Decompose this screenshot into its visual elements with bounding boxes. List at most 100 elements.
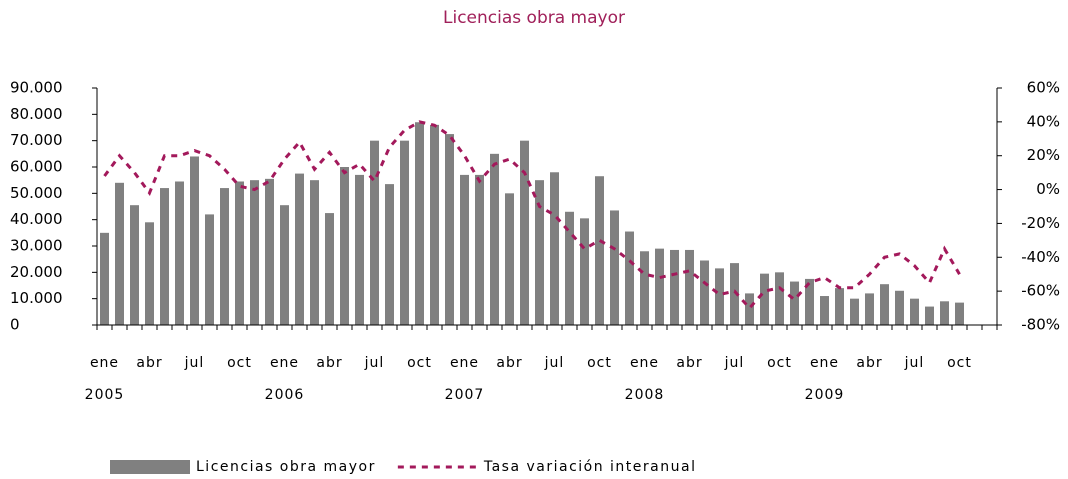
bar [910, 298, 919, 325]
y-tick-label: 40.000 [10, 210, 63, 228]
x-tick-label: oct [227, 355, 252, 371]
bar [940, 301, 949, 325]
bar [580, 218, 589, 325]
bar [775, 272, 784, 325]
y2-tick-label: -80% [1021, 316, 1060, 334]
bar [610, 210, 619, 325]
bar [130, 205, 139, 325]
bar [415, 122, 424, 325]
bar [430, 124, 439, 325]
x-tick-label: abr [856, 355, 882, 371]
x-tick-label: jul [364, 355, 385, 371]
bar [535, 180, 544, 325]
x-tick-label: abr [136, 355, 162, 371]
bar [385, 184, 394, 325]
bar [565, 211, 574, 325]
y-tick-label: 30.000 [10, 237, 63, 255]
bar [880, 284, 889, 325]
bar [205, 214, 214, 325]
bar [250, 180, 259, 325]
bar [820, 296, 829, 325]
y-tick-label: 80.000 [10, 105, 63, 123]
bar [475, 174, 484, 325]
x-tick-label: ene [810, 355, 839, 371]
bar [100, 232, 109, 325]
bar [400, 140, 409, 325]
y2-tick-label: -60% [1021, 282, 1060, 300]
bar [715, 268, 724, 325]
bar [595, 176, 604, 325]
line [103, 120, 961, 311]
bar [895, 290, 904, 325]
x-tick-label: oct [947, 355, 972, 371]
x-tick-label: jul [724, 355, 745, 371]
bar [805, 278, 814, 325]
bar [550, 172, 559, 325]
bar [160, 188, 169, 325]
bar [865, 293, 874, 325]
bar [835, 288, 844, 325]
bar [520, 140, 529, 325]
bar [340, 167, 349, 325]
y2-tick-label: 0% [1036, 180, 1060, 198]
x-group-label: 2006 [265, 387, 305, 403]
y-tick-label: 20.000 [10, 263, 63, 281]
x-tick-label: ene [450, 355, 479, 371]
x-tick-label: jul [544, 355, 565, 371]
bar [265, 178, 274, 325]
y-tick-label: 70.000 [10, 131, 63, 149]
y-tick-label: 90.000 [10, 79, 63, 97]
x-tick-label: ene [90, 355, 119, 371]
y2-tick-label: 40% [1027, 112, 1060, 130]
bar [490, 153, 499, 325]
bar [295, 173, 304, 325]
x-tick-label: oct [767, 355, 792, 371]
bar [625, 231, 634, 325]
x-tick-label: oct [407, 355, 432, 371]
bar [760, 273, 769, 325]
bar [190, 156, 199, 325]
y2-tick-label: 60% [1027, 79, 1060, 97]
x-tick-label: abr [316, 355, 342, 371]
bar [355, 174, 364, 325]
x-tick-label: abr [676, 355, 702, 371]
x-group-label: 2009 [805, 387, 845, 403]
x-group-label: 2008 [625, 387, 665, 403]
x-tick-label: jul [904, 355, 925, 371]
bar [310, 180, 319, 325]
bar [790, 281, 799, 325]
bar [505, 193, 514, 325]
bar [745, 293, 754, 325]
x-tick-label: jul [184, 355, 205, 371]
bar [175, 181, 184, 325]
bar [685, 249, 694, 325]
bar [640, 251, 649, 325]
chart-title: Licencias obra mayor [443, 8, 625, 28]
x-tick-label: ene [270, 355, 299, 371]
bar [955, 302, 964, 325]
bar [655, 248, 664, 325]
y-tick-label: 10.000 [10, 289, 63, 307]
y-tick-label: 0 [10, 316, 20, 334]
y2-tick-label: -40% [1021, 248, 1060, 266]
legend-label: Licencias obra mayor [196, 459, 376, 475]
bar [700, 260, 709, 325]
bar [235, 181, 244, 325]
legend-label: Tasa variación interanual [483, 459, 697, 475]
y-tick-label: 50.000 [10, 184, 63, 202]
bar [670, 249, 679, 325]
bar [280, 205, 289, 325]
bar [325, 213, 334, 325]
bar [145, 222, 154, 325]
bar [460, 174, 469, 325]
bar [730, 263, 739, 325]
x-group-label: 2005 [85, 387, 125, 403]
bar [850, 298, 859, 325]
y2-tick-label: 20% [1027, 146, 1060, 164]
x-tick-label: oct [587, 355, 612, 371]
bar [925, 306, 934, 325]
x-tick-label: abr [496, 355, 522, 371]
bar [220, 188, 229, 325]
y-tick-label: 60.000 [10, 158, 63, 176]
